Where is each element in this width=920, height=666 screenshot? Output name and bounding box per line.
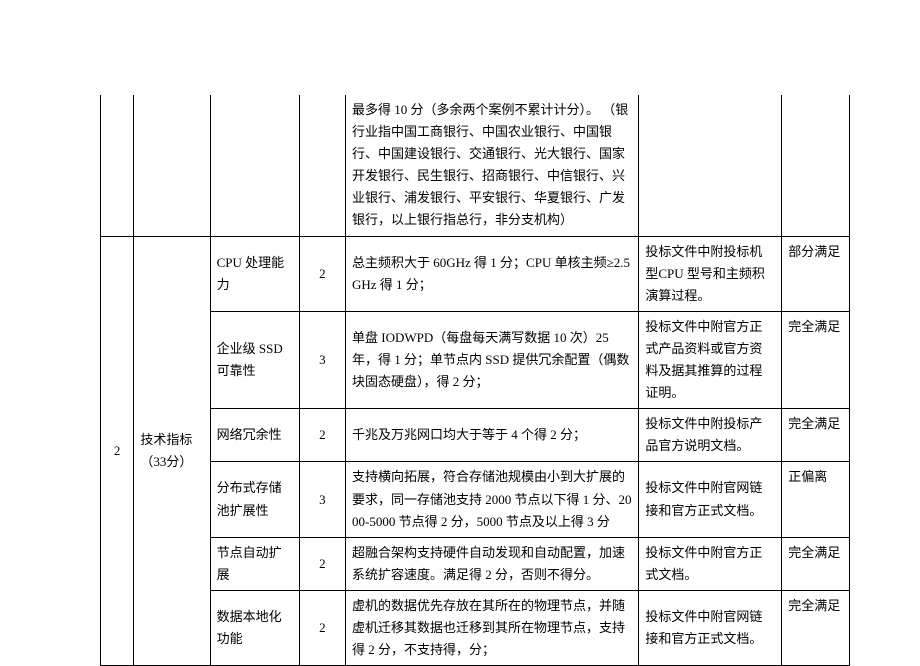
table-row: 网络冗余性 2 千兆及万兆网口均大于等于 4 个得 2 分； 投标文件中附投标产… <box>101 409 850 462</box>
cell-res: 完全满足 <box>782 409 850 462</box>
cell-item: 网络冗余性 <box>210 409 299 462</box>
table-row: 企业级 SSD 可靠性 3 单盘 IODWPD（每盘每天满写数据 10 次）25… <box>101 311 850 408</box>
cell-req: 投标文件中附官方正式文档。 <box>639 537 782 590</box>
cell-req: 投标文件中附投标产品官方说明文档。 <box>639 409 782 462</box>
cell-empty <box>210 95 299 236</box>
cell-desc: 最多得 10 分（多余两个案例不累计计分）。 （银行业指中国工商银行、中国农业银… <box>346 95 639 236</box>
cell-desc: 总主频积大于 60GHz 得 1 分；CPU 单核主频≥2.5GHz 得 1 分… <box>346 236 639 311</box>
cell-res: 完全满足 <box>782 537 850 590</box>
cell-empty <box>134 95 210 236</box>
cell-desc: 单盘 IODWPD（每盘每天满写数据 10 次）25 年，得 1 分；单节点内 … <box>346 311 639 408</box>
cell-res: 完全满足 <box>782 311 850 408</box>
cell-empty <box>299 95 345 236</box>
cell-req: 投标文件中附官网链接和官方正式文档。 <box>639 462 782 537</box>
cell-score: 2 <box>299 590 345 665</box>
table-row: 分布式存储池扩展性 3 支持横向拓展，符合存储池规模由小到大扩展的要求，同一存储… <box>101 462 850 537</box>
cell-empty <box>639 95 782 236</box>
cell-score: 3 <box>299 462 345 537</box>
cell-desc: 千兆及万兆网口均大于等于 4 个得 2 分； <box>346 409 639 462</box>
cell-item: 分布式存储池扩展性 <box>210 462 299 537</box>
cell-item: 数据本地化功能 <box>210 590 299 665</box>
cell-desc: 支持横向拓展，符合存储池规模由小到大扩展的要求，同一存储池支持 2000 节点以… <box>346 462 639 537</box>
cell-res: 部分满足 <box>782 236 850 311</box>
cell-req: 投标文件中附官方正式产品资料或官方资料及据其推算的过程证明。 <box>639 311 782 408</box>
cell-score: 2 <box>299 236 345 311</box>
cell-req: 投标文件中附投标机型CPU 型号和主频积演算过程。 <box>639 236 782 311</box>
table-row: 最多得 10 分（多余两个案例不累计计分）。 （银行业指中国工商银行、中国农业银… <box>101 95 850 236</box>
cell-empty <box>101 95 134 236</box>
cell-index: 2 <box>101 236 134 666</box>
table-row: 节点自动扩展 2 超融合架构支持硬件自动发现和自动配置，加速系统扩容速度。满足得… <box>101 537 850 590</box>
cell-empty <box>782 95 850 236</box>
cell-category: 技术指标（33分） <box>134 236 210 666</box>
cell-item: CPU 处理能力 <box>210 236 299 311</box>
scoring-table: 最多得 10 分（多余两个案例不累计计分）。 （银行业指中国工商银行、中国农业银… <box>100 95 850 666</box>
cell-res: 正偏离 <box>782 462 850 537</box>
cell-res: 完全满足 <box>782 590 850 665</box>
cell-desc: 超融合架构支持硬件自动发现和自动配置，加速系统扩容速度。满足得 2 分，否则不得… <box>346 537 639 590</box>
table-row: 数据本地化功能 2 虚机的数据优先存放在其所在的物理节点，并随虚机迁移其数据也迁… <box>101 590 850 665</box>
cell-req: 投标文件中附官网链接和官方正式文档。 <box>639 590 782 665</box>
cell-desc: 虚机的数据优先存放在其所在的物理节点，并随虚机迁移其数据也迁移到其所在物理节点，… <box>346 590 639 665</box>
cell-score: 3 <box>299 311 345 408</box>
cell-item: 企业级 SSD 可靠性 <box>210 311 299 408</box>
table-row: 2 技术指标（33分） CPU 处理能力 2 总主频积大于 60GHz 得 1 … <box>101 236 850 311</box>
cell-item: 节点自动扩展 <box>210 537 299 590</box>
cell-score: 2 <box>299 409 345 462</box>
cell-score: 2 <box>299 537 345 590</box>
